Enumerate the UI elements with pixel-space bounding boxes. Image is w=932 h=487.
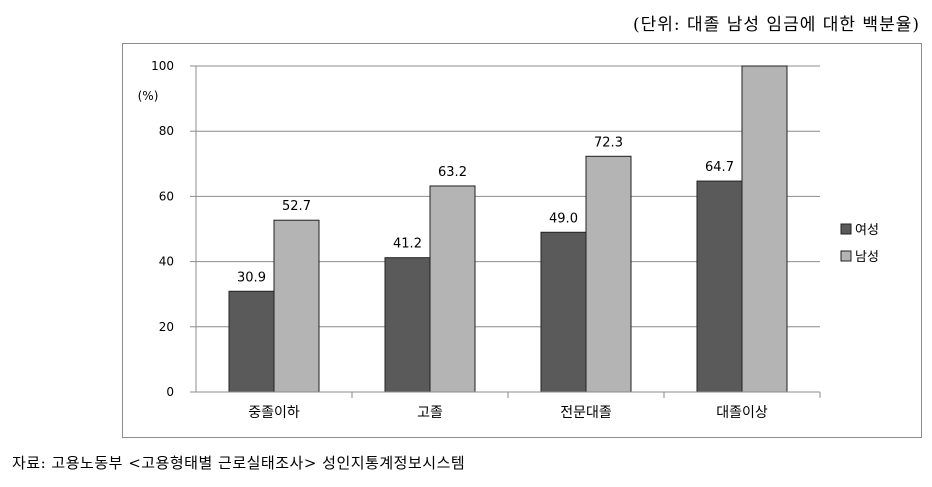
labels: 0 20 40 60 80 100 (%) 30.9 52.7 중졸이하 41.2 63.2 고졸 49.… — [138, 59, 768, 421]
source-note: 자료: 고용노동부 <고용형태별 근로실태조사> 성인지통계정보시스템 — [12, 454, 466, 472]
data-label: 72.3 — [594, 135, 623, 150]
bar-남성-대졸이상 — [741, 65, 788, 393]
unit-note: (단위: 대졸 남성 임금에 대한 백분율) — [633, 15, 920, 35]
bar-남성-고졸 — [429, 185, 476, 393]
data-label: 30.9 — [237, 270, 266, 285]
legend-label: 남성 — [855, 250, 879, 265]
bar-여성-중졸이하 — [228, 290, 275, 393]
x-tick-label: 대졸이상 — [716, 405, 768, 421]
data-label: 49.0 — [549, 211, 578, 226]
x-tick-label: 중졸이하 — [248, 405, 300, 421]
y-tick-label: 40 — [159, 255, 174, 269]
bar-여성-대졸이상 — [696, 180, 743, 393]
y-tick-label: 100 — [151, 59, 174, 73]
bars — [228, 65, 788, 393]
bar-남성-전문대졸 — [585, 155, 632, 393]
y-tick-label: 0 — [166, 385, 174, 399]
chart-frame: 0 20 40 60 80 100 (%) 30.9 52.7 중졸이하 41.2 63.2 고졸 49.… — [122, 43, 922, 438]
y-tick-label: 20 — [159, 320, 174, 334]
data-label: 52.7 — [282, 199, 311, 214]
legend-label: 여성 — [855, 223, 879, 238]
x-tick-label: 전문대졸 — [560, 405, 612, 421]
y-tick-label: 80 — [159, 124, 174, 138]
legend-swatch — [840, 223, 852, 235]
data-label: 63.2 — [438, 165, 467, 180]
data-label: 64.7 — [705, 160, 734, 175]
y-tick-label: 60 — [159, 189, 174, 203]
bar-남성-중졸이하 — [273, 219, 320, 393]
y-axis-unit: (%) — [138, 89, 159, 103]
x-tick-label: 고졸 — [417, 405, 443, 421]
bar-chart: 0 20 40 60 80 100 (%) 30.9 52.7 중졸이하 41.2 63.2 고졸 49.… — [138, 59, 879, 421]
bar-여성-전문대졸 — [540, 231, 587, 393]
data-label: 41.2 — [393, 237, 422, 252]
legend-swatch — [840, 250, 852, 262]
axes — [190, 65, 821, 398]
bar-여성-고졸 — [384, 257, 431, 393]
